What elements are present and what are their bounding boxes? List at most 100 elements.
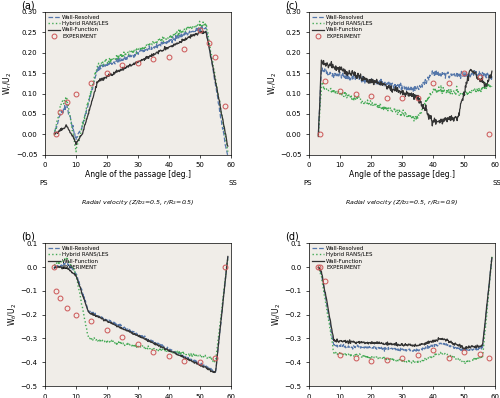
Wall-Function (160, 48, 166, 53)
EXPERIMENT (414, 95, 420, 100)
Line: Hybrid RANS/LES: Hybrid RANS/LES (54, 257, 228, 362)
Hybrid RANS/LES (316, 264, 322, 269)
Line: Wall-Function: Wall-Function (318, 258, 492, 349)
Wall-Function (336, 64, 342, 69)
Wall-Resolved (442, 342, 448, 347)
EXPERIMENT (212, 55, 218, 59)
EXPERIMENT (461, 349, 467, 354)
Hybrid RANS/LES (64, 255, 70, 259)
EXPERIMENT (104, 71, 110, 76)
Hybrid RANS/LES (120, 342, 126, 347)
Wall-Resolved (120, 326, 126, 331)
Wall-Resolved (108, 62, 114, 67)
Hybrid RANS/LES (178, 349, 184, 354)
Text: SS: SS (492, 180, 500, 186)
Wall-Resolved (176, 350, 182, 355)
Text: (a): (a) (21, 0, 34, 10)
EXPERIMENT (222, 103, 228, 108)
EXPERIMENT (352, 91, 358, 96)
Wall-Function (441, 119, 447, 123)
EXPERIMENT (206, 40, 212, 45)
Hybrid RANS/LES (372, 355, 378, 360)
Wall-Function (52, 131, 58, 136)
Y-axis label: W$_r$/U$_2$: W$_r$/U$_2$ (266, 72, 278, 95)
Line: Hybrid RANS/LES: Hybrid RANS/LES (54, 21, 228, 152)
EXPERIMENT (486, 355, 492, 360)
EXPERIMENT (197, 360, 203, 365)
Hybrid RANS/LES (424, 356, 430, 361)
Line: EXPERIMENT: EXPERIMENT (318, 265, 491, 363)
Text: Radial velocity (Z/b$_2$=0.5, r/R$_2$=0.5): Radial velocity (Z/b$_2$=0.5, r/R$_2$=0.… (81, 197, 195, 207)
EXPERIMENT (476, 351, 482, 356)
Wall-Resolved (320, 66, 326, 70)
Wall-Resolved (120, 58, 126, 63)
Hybrid RANS/LES (482, 80, 488, 85)
Wall-Function (372, 340, 378, 345)
EXPERIMENT (384, 95, 390, 100)
Wall-Function (176, 353, 182, 358)
EXPERIMENT (446, 355, 452, 360)
Wall-Function (178, 353, 184, 358)
EXPERIMENT (197, 28, 203, 33)
Hybrid RANS/LES (212, 359, 218, 364)
Legend: Wall-Resolved, Hybrid RANS/LES, Wall-Function, EXPERIMENT: Wall-Resolved, Hybrid RANS/LES, Wall-Fun… (46, 14, 110, 40)
Wall-Resolved (425, 344, 431, 349)
Wall-Function (225, 254, 231, 259)
Wall-Function (176, 39, 182, 44)
Hybrid RANS/LES (424, 96, 430, 100)
Wall-Function (120, 327, 126, 332)
Line: EXPERIMENT: EXPERIMENT (54, 28, 227, 137)
Text: Radial velocity (Z/b$_2$=0.5, r/R$_2$=0.9): Radial velocity (Z/b$_2$=0.5, r/R$_2$=0.… (345, 197, 459, 207)
EXPERIMENT (317, 265, 323, 269)
Wall-Resolved (336, 344, 342, 349)
Wall-Function (316, 265, 322, 270)
Hybrid RANS/LES (52, 133, 58, 137)
EXPERIMENT (476, 75, 482, 80)
Line: Wall-Function: Wall-Function (318, 60, 492, 137)
EXPERIMENT (73, 91, 79, 96)
Wall-Resolved (72, 135, 78, 140)
Wall-Resolved (372, 79, 378, 84)
Hybrid RANS/LES (225, 149, 231, 154)
EXPERIMENT (212, 355, 218, 360)
Wall-Resolved (489, 74, 495, 79)
Hybrid RANS/LES (372, 103, 378, 107)
Wall-Function (424, 341, 430, 345)
Wall-Resolved (441, 341, 447, 346)
Wall-Function (212, 370, 218, 375)
EXPERIMENT (120, 62, 126, 67)
Hybrid RANS/LES (489, 84, 495, 89)
Wall-Function (489, 69, 495, 74)
EXPERIMENT (352, 355, 358, 360)
Wall-Function (384, 84, 390, 89)
EXPERIMENT (88, 81, 94, 86)
Y-axis label: W$_t$/U$_2$: W$_t$/U$_2$ (270, 303, 283, 326)
EXPERIMENT (182, 46, 188, 51)
Wall-Resolved (108, 319, 114, 324)
Legend: Wall-Resolved, Hybrid RANS/LES, Wall-Function, EXPERIMENT: Wall-Resolved, Hybrid RANS/LES, Wall-Fun… (46, 245, 110, 271)
EXPERIMENT (337, 89, 343, 94)
Y-axis label: W$_r$/U$_2$: W$_r$/U$_2$ (2, 72, 14, 95)
EXPERIMENT (222, 265, 228, 269)
Wall-Resolved (372, 346, 378, 351)
EXPERIMENT (150, 57, 156, 61)
Wall-Function (225, 144, 231, 148)
Hybrid RANS/LES (442, 351, 448, 356)
EXPERIMENT (58, 296, 64, 300)
EXPERIMENT (399, 95, 405, 100)
Wall-Resolved (225, 152, 231, 157)
EXPERIMENT (322, 79, 328, 84)
Wall-Resolved (72, 270, 78, 275)
EXPERIMENT (414, 353, 420, 357)
EXPERIMENT (120, 335, 126, 339)
Wall-Function (108, 71, 114, 76)
Wall-Resolved (442, 71, 448, 76)
Hybrid RANS/LES (225, 256, 231, 261)
EXPERIMENT (150, 349, 156, 354)
EXPERIMENT (64, 305, 70, 310)
Hybrid RANS/LES (336, 351, 342, 355)
EXPERIMENT (461, 71, 467, 76)
Hybrid RANS/LES (72, 270, 78, 275)
Hybrid RANS/LES (161, 347, 167, 352)
Wall-Resolved (316, 264, 322, 269)
